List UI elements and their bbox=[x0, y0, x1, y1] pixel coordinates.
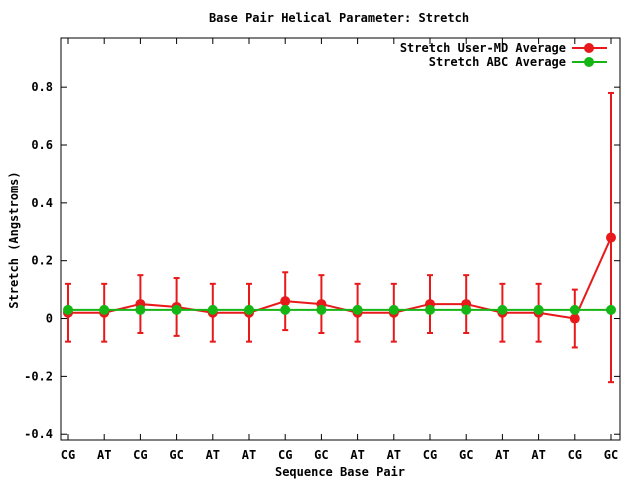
data-point bbox=[425, 304, 435, 315]
x-axis: CG AT CG GC AT AT CG GC AT AT CG GC AT AT CG GC bbox=[61, 38, 618, 462]
x-tick-label: AT bbox=[242, 448, 256, 462]
x-tick-label: GC bbox=[459, 448, 473, 462]
x-tick-label: CG bbox=[61, 448, 75, 462]
data-point bbox=[461, 304, 472, 315]
data-point bbox=[316, 304, 327, 315]
x-tick-label: CG bbox=[133, 448, 147, 462]
x-axis-label: Sequence Base Pair bbox=[275, 465, 405, 479]
legend-label: Stretch ABC Average bbox=[429, 55, 566, 69]
legend-marker bbox=[584, 57, 594, 67]
y-tick-label: -0.2 bbox=[24, 369, 53, 383]
data-point bbox=[135, 304, 146, 315]
data-point bbox=[606, 304, 616, 315]
data-point bbox=[244, 304, 254, 315]
legend-marker bbox=[584, 43, 594, 53]
data-point bbox=[388, 304, 399, 315]
data-point bbox=[63, 304, 73, 315]
x-tick-label: GC bbox=[169, 448, 183, 462]
x-tick-label: GC bbox=[604, 448, 618, 462]
y-tick-label: 0.8 bbox=[31, 80, 53, 94]
data-point bbox=[533, 304, 544, 315]
data-point bbox=[606, 232, 616, 243]
x-tick-label: AT bbox=[495, 448, 509, 462]
y-tick-label: 0.4 bbox=[31, 196, 53, 210]
x-tick-label: CG bbox=[568, 448, 582, 462]
data-point bbox=[280, 296, 291, 307]
series-line bbox=[68, 237, 612, 320]
x-tick-label: AT bbox=[387, 448, 401, 462]
series-2 bbox=[63, 304, 616, 315]
data-point bbox=[497, 304, 508, 315]
x-tick-label: CG bbox=[423, 448, 437, 462]
data-point bbox=[99, 304, 110, 315]
x-tick-label: AT bbox=[206, 448, 220, 462]
data-point bbox=[352, 304, 363, 315]
data-point bbox=[207, 304, 218, 315]
plot-frame bbox=[60, 37, 621, 441]
series-layer bbox=[63, 91, 616, 384]
chart-title: Base Pair Helical Parameter: Stretch bbox=[209, 11, 469, 25]
y-tick-label: 0.6 bbox=[31, 138, 53, 152]
data-point bbox=[280, 304, 291, 315]
y-axis: -0.4 -0.2 0 0.2 0.4 0.6 0.8 bbox=[24, 80, 620, 441]
legend-label: Stretch User-MD Average bbox=[400, 41, 566, 55]
y-tick-label: 0 bbox=[46, 312, 53, 326]
x-tick-label: GC bbox=[314, 448, 328, 462]
y-tick-label: -0.4 bbox=[24, 427, 53, 441]
x-tick-label: AT bbox=[350, 448, 364, 462]
data-point bbox=[569, 313, 580, 324]
data-point bbox=[171, 304, 182, 315]
series-1 bbox=[63, 91, 616, 384]
x-tick-label: AT bbox=[97, 448, 111, 462]
y-axis-label: Stretch (Angstroms) bbox=[7, 171, 21, 308]
y-tick-label: 0.2 bbox=[31, 254, 53, 268]
x-tick-label: CG bbox=[278, 448, 292, 462]
data-point bbox=[569, 304, 580, 315]
x-tick-label: AT bbox=[531, 448, 545, 462]
